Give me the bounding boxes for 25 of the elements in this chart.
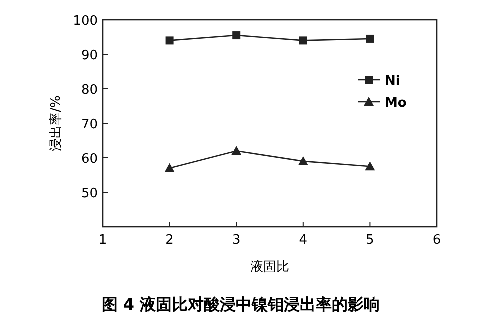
x-tick-label: 5 <box>366 233 374 248</box>
y-tick-label: 100 <box>73 14 98 29</box>
point <box>299 36 308 45</box>
point <box>366 34 374 43</box>
x-tick-label: 4 <box>299 233 308 248</box>
point <box>232 32 241 40</box>
point <box>298 156 308 166</box>
y-tick-label: 90 <box>81 48 98 64</box>
point <box>232 146 242 156</box>
y-tick-label: 80 <box>81 83 98 98</box>
text: 图 4 液固比对酸浸中镍钼浸出率的影响 <box>102 295 380 314</box>
legend-label: Mo <box>385 96 407 111</box>
point <box>164 163 175 172</box>
legend-label: Ni <box>385 74 400 89</box>
x-axis-title: 液固比 <box>250 260 290 275</box>
y-tick-label: 70 <box>81 118 98 132</box>
point <box>166 36 174 45</box>
y-tick-label: 60 <box>81 152 98 167</box>
point <box>365 162 376 171</box>
y-tick-label: 50 <box>81 186 98 202</box>
x-tick-label: 6 <box>432 233 442 248</box>
x-tick-label: 1 <box>98 233 108 248</box>
y-axis-title: 浸出率/% <box>48 96 64 152</box>
x-tick-label: 2 <box>166 233 174 248</box>
x-tick-label: 3 <box>232 233 241 248</box>
